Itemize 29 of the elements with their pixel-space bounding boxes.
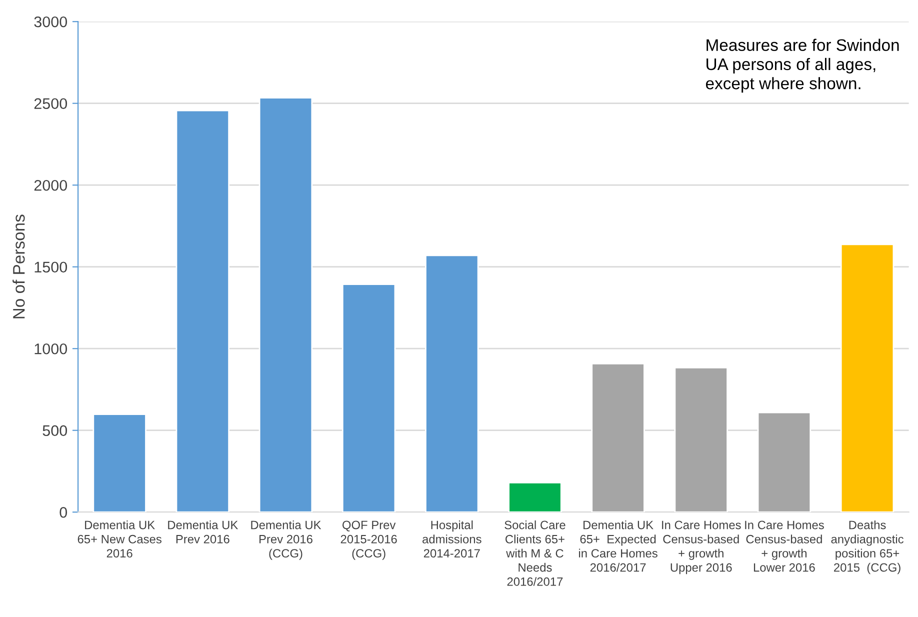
y-axis-title: No of Persons (12, 214, 25, 318)
x-tick-label: Social Care Clients 65+ with M & C Needs 2016/2017 (504, 520, 566, 586)
bar (591, 362, 645, 512)
y-tick-label: 1000 (34, 343, 68, 354)
x-tick-label: Hospital admissions 2014-2017 (422, 520, 482, 558)
bar (92, 414, 146, 512)
x-tick-label: Dementia UK 65+ Expected in Care Homes 2016/2017 (579, 520, 658, 572)
x-tick-label: Deaths anydiagnostic position 65+ 2015 (CCG) (831, 520, 904, 574)
y-tick-label: 2500 (34, 98, 68, 110)
bar (840, 244, 894, 512)
bar (757, 412, 812, 512)
y-tick-label: 2000 (34, 180, 68, 191)
x-tick-label: In Care Homes Census-based + growth Upper 2016 (662, 520, 741, 574)
bar (342, 284, 396, 512)
x-tick-label: In Care Homes Census-based + growth Lower 2016 (745, 520, 824, 572)
bar (508, 482, 562, 512)
bar (674, 367, 728, 512)
y-tick-label: 500 (42, 425, 68, 436)
annotation: Measures are for Swindon UA persons of all ages, except where shown. (706, 38, 899, 93)
x-tick-label: QOF Prev 2015-2016 (CCG) (340, 520, 397, 560)
y-tick-label: 3000 (34, 16, 68, 28)
bar (258, 97, 313, 512)
bar (176, 110, 230, 512)
y-tick-label: 0 (60, 506, 68, 518)
y-tick-label: 1500 (34, 262, 68, 273)
x-tick-label: Dementia UK Prev 2016 (168, 520, 238, 544)
bar (425, 254, 479, 512)
x-tick-label: Dementia UK 65+ New Cases 2016 (78, 520, 162, 558)
x-tick-label: Dementia UK Prev 2016 (CCG) (251, 520, 322, 560)
